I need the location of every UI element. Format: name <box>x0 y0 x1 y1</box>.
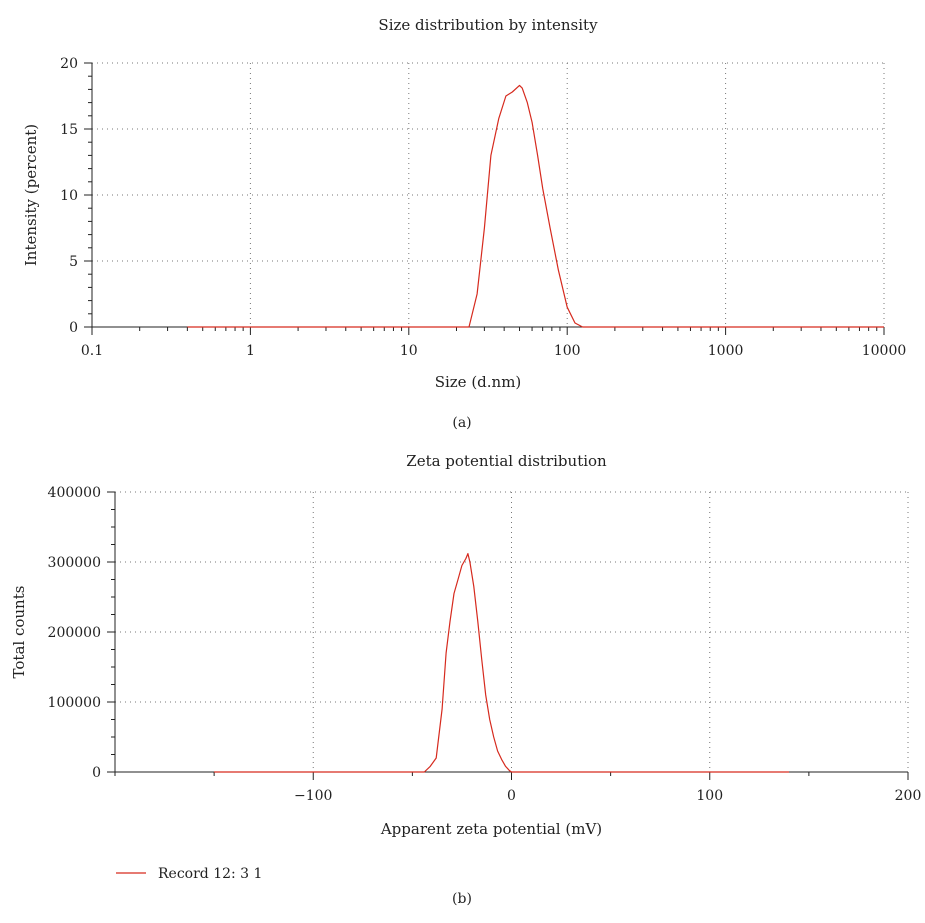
y-tick-label: 0 <box>69 320 78 336</box>
y-axis-label: Intensity (percent) <box>22 124 40 266</box>
y-tick-label: 10 <box>60 188 78 204</box>
y-tick-label: 300000 <box>48 555 101 571</box>
x-tick-label: 100 <box>696 788 723 804</box>
x-tick-label: 10 <box>400 343 418 359</box>
x-tick-label: 200 <box>895 788 922 804</box>
y-tick-label: 100000 <box>48 695 101 711</box>
y-tick-label: 200000 <box>48 625 101 641</box>
panel-label: (b) <box>452 891 472 907</box>
chart-title: Size distribution by intensity <box>378 16 598 34</box>
x-tick-label: 1000 <box>708 343 744 359</box>
y-tick-label: 20 <box>60 56 78 72</box>
chart-title: Zeta potential distribution <box>406 452 607 470</box>
series-line <box>187 84 884 328</box>
y-tick-label: 15 <box>60 122 78 138</box>
series-line <box>214 552 789 773</box>
panel-label: (a) <box>452 415 471 431</box>
x-axis-label: Size (d.nm) <box>435 373 522 391</box>
y-tick-label: 5 <box>69 254 78 270</box>
x-tick-label: 0.1 <box>81 343 103 359</box>
y-axis-label: Total counts <box>10 586 28 679</box>
y-tick-label: 400000 <box>48 485 101 501</box>
x-tick-label: −100 <box>294 788 332 804</box>
y-tick-label: 0 <box>92 765 101 781</box>
x-axis-label: Apparent zeta potential (mV) <box>380 820 602 838</box>
legend-label: Record 12: 3 1 <box>158 866 262 882</box>
x-tick-label: 1 <box>246 343 255 359</box>
x-tick-label: 100 <box>554 343 581 359</box>
x-tick-label: 10000 <box>862 343 907 359</box>
x-tick-label: 0 <box>507 788 516 804</box>
